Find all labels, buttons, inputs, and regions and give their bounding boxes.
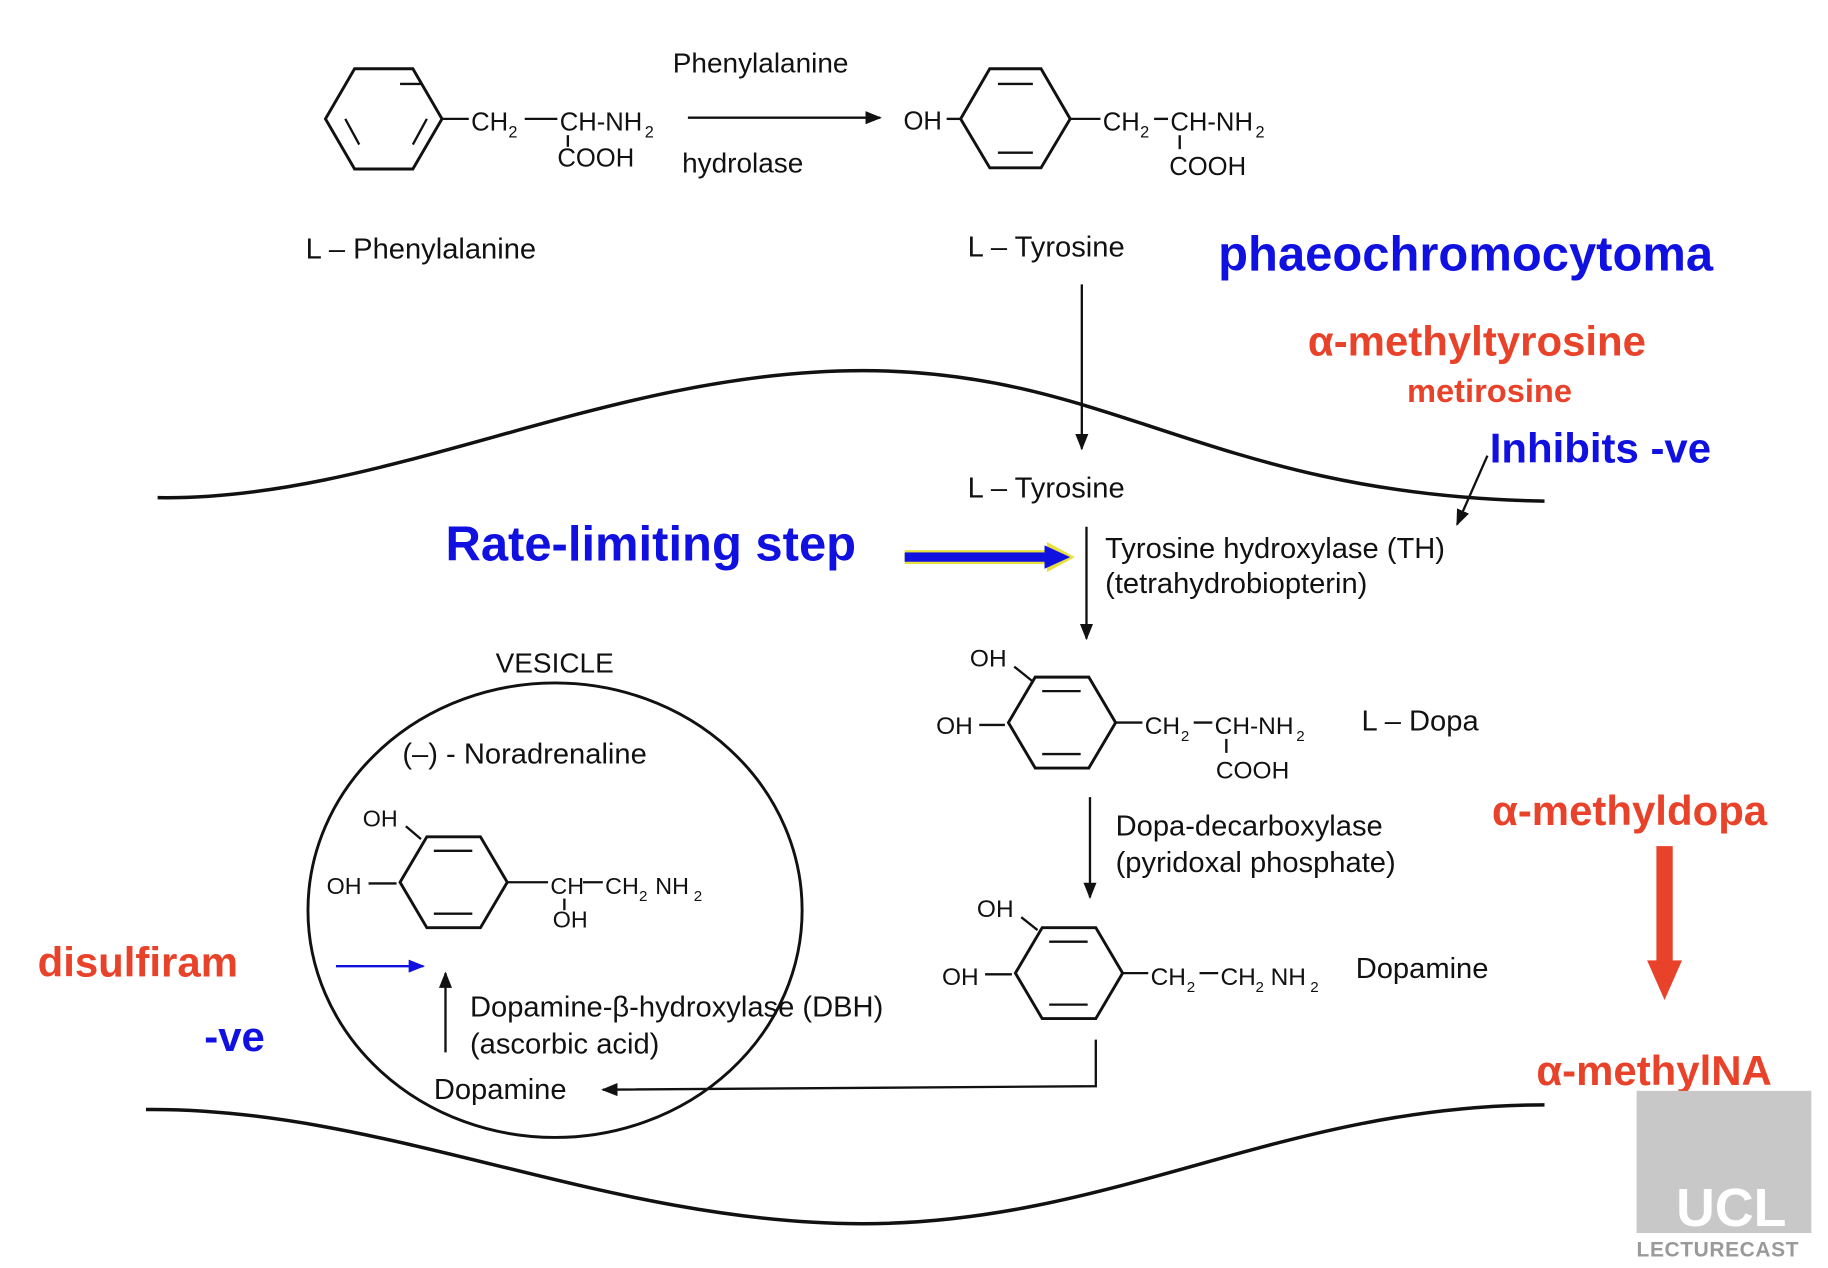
svg-text:CH: CH [1145, 713, 1180, 740]
inhibits-arrow [1456, 455, 1489, 526]
svg-text:CH: CH [1221, 964, 1256, 991]
svg-text:NH: NH [1271, 964, 1306, 991]
label-l-phenylalanine: L – Phenylalanine [306, 234, 536, 266]
dopamine-structure: OH OH CH 2 CH 2 NH 2 [942, 896, 1319, 1021]
lower-membrane-curve [145, 1103, 1545, 1226]
tyr-oh: OH [904, 107, 942, 135]
enzyme-hydrolase-label: hydrolase [682, 147, 803, 178]
dopamine-uptake-arrow [601, 1039, 1097, 1097]
phe-cooh: COOH [557, 145, 634, 173]
enzyme-phenylalanine-label: Phenylalanine [673, 47, 849, 78]
alpha-methylna-label: α-methylNA [1536, 1047, 1772, 1094]
phenylalanine-ring [323, 67, 444, 171]
alpha-methyldopa-label: α-methyldopa [1492, 787, 1768, 834]
tyrosine-ring [958, 67, 1072, 170]
svg-text:2: 2 [1310, 979, 1318, 996]
tyr-ch2: CH [1103, 109, 1140, 137]
label-l-dopa: L – Dopa [1362, 706, 1480, 738]
methyldopa-conversion-arrow [1647, 846, 1683, 1000]
svg-text:CH: CH [605, 873, 639, 899]
tetrahydrobiopterin-label: (tetrahydrobiopterin) [1105, 568, 1367, 600]
svg-text:2: 2 [1181, 728, 1189, 745]
phe-chnh2: CH-NH [560, 109, 643, 137]
svg-text:NH: NH [655, 873, 689, 899]
ucl-lecturecast-logo: UCL LECTURECAST [1636, 1090, 1812, 1261]
vesicle-circle [306, 681, 804, 1139]
noradrenaline-structure: OH OH CH CH 2 NH 2 OH [327, 805, 703, 932]
svg-text:CH: CH [1151, 964, 1186, 991]
pyridoxal-phosphate-label: (pyridoxal phosphate) [1116, 847, 1396, 879]
noradrenaline-label: (–) - Noradrenaline [402, 738, 646, 770]
svg-text:OH: OH [936, 713, 973, 740]
svg-text:2: 2 [1140, 124, 1149, 142]
phe-ch2: CH [471, 109, 508, 137]
logo-background [1636, 1090, 1812, 1234]
vesicle-dopamine-label: Dopamine [434, 1074, 567, 1106]
tyrosine-structure: OH CH 2 CH-NH 2 COOH [904, 67, 1265, 181]
rate-limiting-arrow [904, 541, 1075, 573]
ascorbic-acid-label: (ascorbic acid) [470, 1029, 659, 1061]
tyr-chnh2: CH-NH [1170, 109, 1253, 137]
vesicle-title: VESICLE [496, 647, 614, 678]
label-dopamine: Dopamine [1356, 953, 1489, 985]
svg-text:OH: OH [553, 907, 588, 933]
dopa-structure: OH OH CH 2 CH-NH 2 COOH [936, 646, 1305, 785]
dopamine-ring [1013, 926, 1125, 1021]
tyr-cooh: COOH [1169, 153, 1246, 181]
label-l-tyrosine-top: L – Tyrosine [968, 231, 1125, 263]
alpha-methyltyrosine-label: α-methyltyrosine [1308, 317, 1646, 364]
svg-text:OH: OH [363, 805, 398, 831]
negative-effect-label: -ve [204, 1013, 265, 1060]
svg-text:OH: OH [970, 646, 1007, 673]
phaeochromocytoma-label: phaeochromocytoma [1218, 227, 1714, 281]
svg-text:2: 2 [1255, 979, 1263, 996]
svg-text:COOH: COOH [1216, 758, 1289, 785]
svg-text:2: 2 [639, 888, 647, 905]
disulfiram-label: disulfiram [38, 939, 238, 986]
svg-text:CH-NH: CH-NH [1215, 713, 1294, 740]
svg-text:2: 2 [1255, 124, 1264, 142]
upper-membrane-curve [157, 368, 1545, 503]
metirosine-label: metirosine [1407, 372, 1572, 409]
inhibits-label: Inhibits -ve [1490, 425, 1711, 472]
dbh-label: Dopamine-β-hydroxylase (DBH) [470, 991, 883, 1023]
noradrenaline-ring [398, 835, 509, 930]
svg-text:OH: OH [942, 964, 979, 991]
svg-text:2: 2 [1187, 979, 1195, 996]
dopa-decarboxylase-label: Dopa-decarboxylase [1116, 811, 1383, 843]
ucl-logo-text: UCL [1676, 1178, 1786, 1238]
rate-limiting-step-label: Rate-limiting step [445, 518, 856, 572]
label-l-tyrosine-inside: L – Tyrosine [968, 473, 1125, 505]
lecturecast-caption: LECTURECAST [1637, 1238, 1800, 1261]
svg-text:CH: CH [550, 873, 584, 899]
svg-text:2: 2 [694, 888, 702, 905]
phe-nh2-sub: 2 [645, 124, 654, 142]
tyrosine-hydroxylase-label: Tyrosine hydroxylase (TH) [1105, 533, 1445, 565]
svg-text:2: 2 [1296, 728, 1304, 745]
svg-text:OH: OH [977, 896, 1014, 923]
dopa-ring [1006, 675, 1118, 770]
phenylalanine-structure: CH 2 CH-NH 2 COOH [323, 67, 654, 173]
phe-ch2-sub: 2 [508, 124, 517, 142]
svg-text:OH: OH [327, 873, 362, 899]
